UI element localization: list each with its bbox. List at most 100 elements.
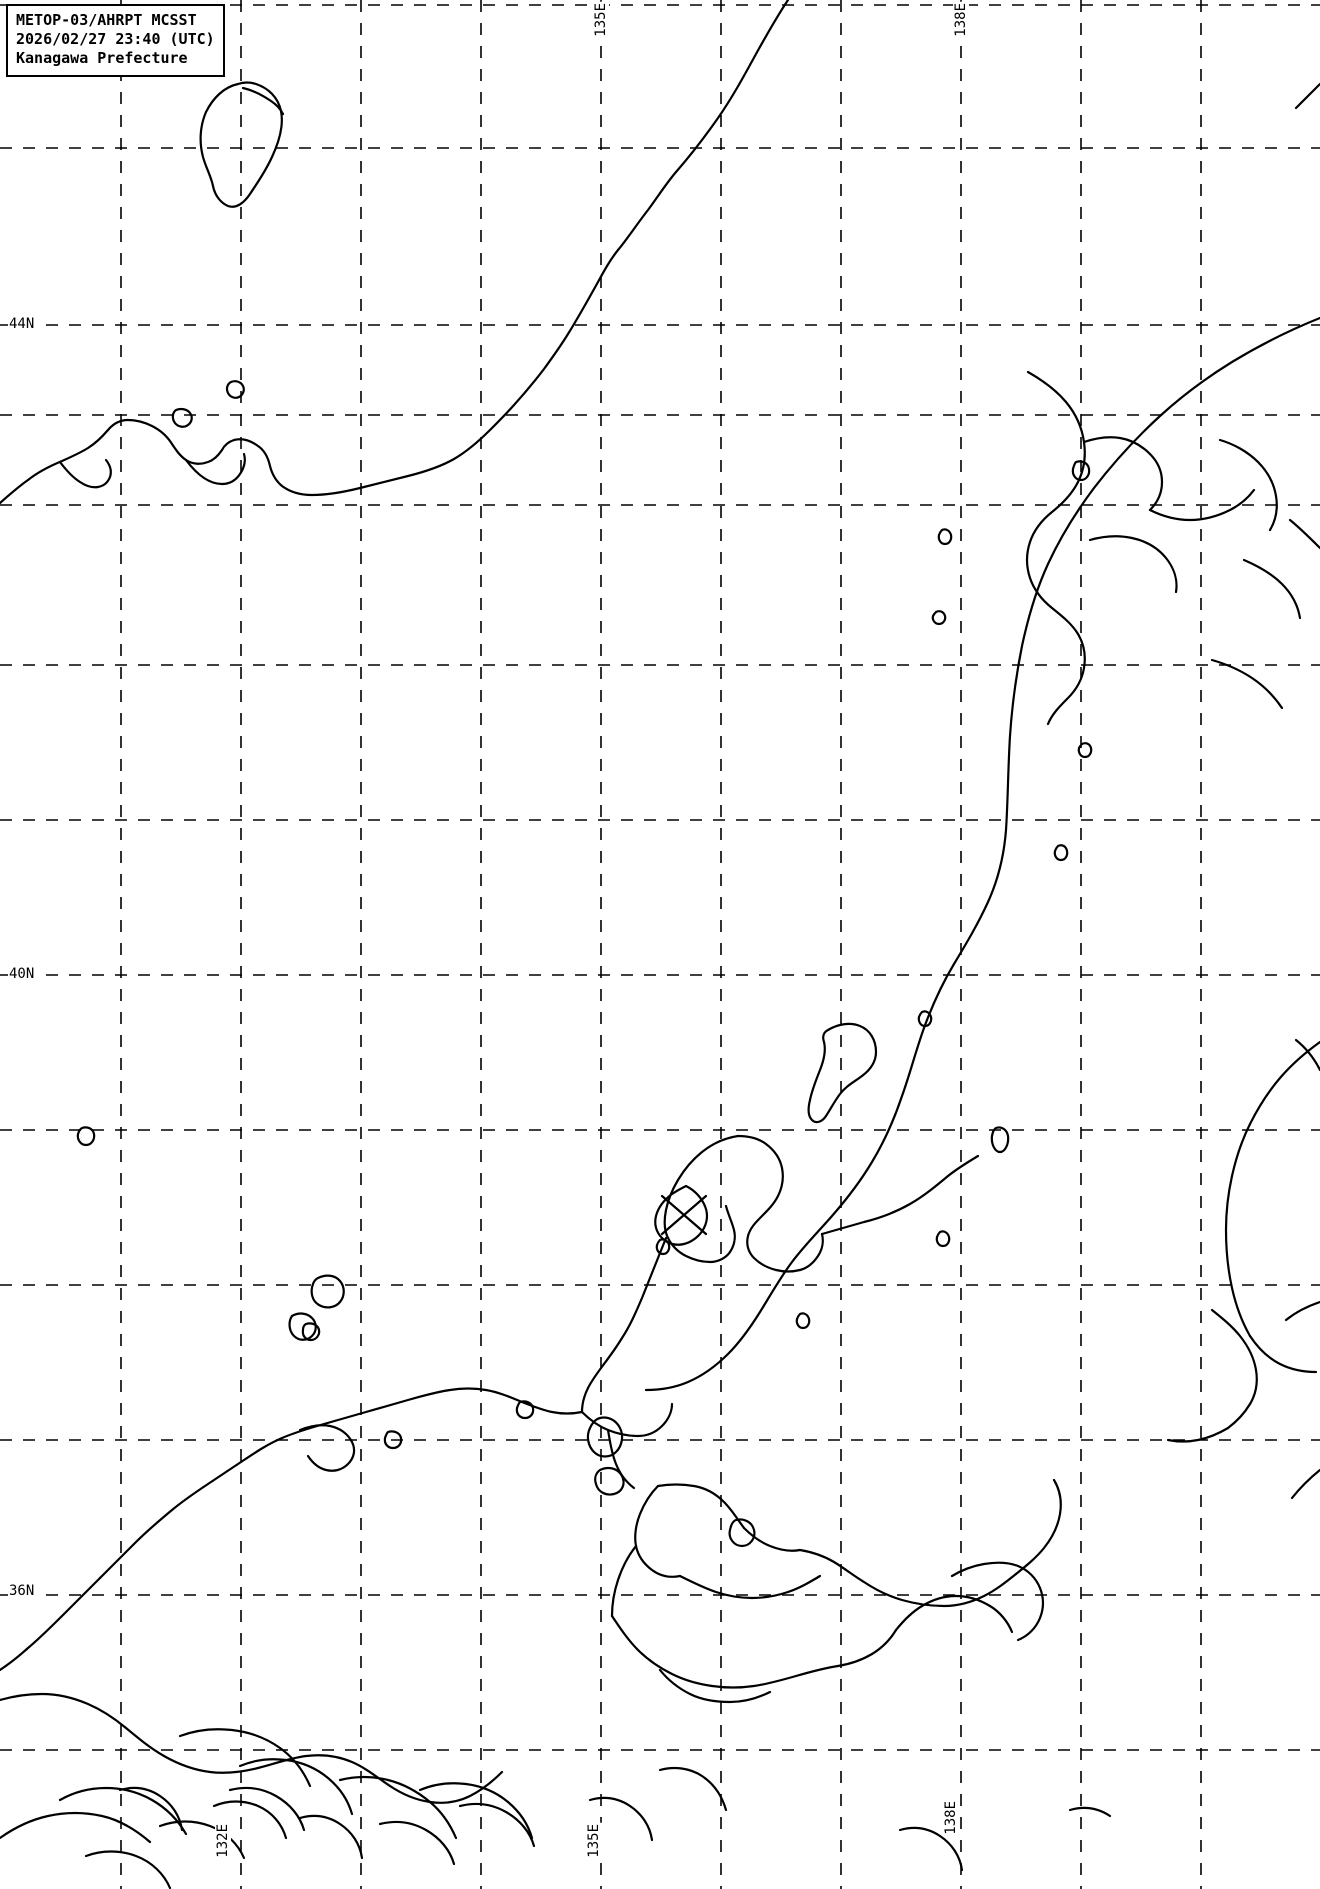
coastline-honshu-pacific-south-2 [1014, 1478, 1062, 1576]
coastline-seto-detail-d [458, 1802, 536, 1848]
coastline-kanagawa-sagami [954, 1594, 1014, 1634]
coastline-kanto-izu [1248, 1334, 1318, 1374]
coastline-kanagawa-bay [1210, 1308, 1258, 1430]
coastline-inland-sea-cluster-6 [418, 1782, 534, 1840]
coastline-seto-detail-e [84, 1850, 172, 1889]
coastline-kyushu-north-2 [0, 1811, 152, 1844]
coastline-kyushu-north [58, 1786, 188, 1836]
coastline-tohoku-bay-right [1242, 558, 1302, 620]
coastline-tokai-izu-peninsula [894, 1594, 958, 1632]
coastline-chubu-inner [820, 1154, 980, 1236]
coastline-islet-dot-f [917, 1010, 933, 1028]
coastline-right-edge-a [1294, 1038, 1320, 1072]
coastline-kii-peninsula [580, 1402, 674, 1438]
coastline-right-edge-b [1290, 1468, 1320, 1500]
longitude-label-top-138e: 138E [953, 2, 969, 38]
coastline-island-northwest-spit [241, 86, 285, 116]
coastline-honshu-inland-sea [678, 1574, 790, 1600]
coastline-noto-knot [654, 1184, 709, 1246]
coastline-islet-nw-a [171, 407, 193, 428]
coastline-hokkaido-small-bay [58, 458, 112, 489]
longitude-label-bottom-132e: 132E [215, 1823, 231, 1859]
product-title: METOP-03/AHRPT MCSST [16, 11, 197, 29]
coastline-noto-base [798, 1232, 824, 1272]
coastline-shikoku-east [742, 1526, 802, 1552]
coastline-islet-dot-i [655, 1238, 671, 1256]
coastline-kyushu-ne [610, 1544, 638, 1618]
coastline-inland-sea-cluster-4 [238, 1758, 354, 1816]
coastline-seto-detail-c [378, 1820, 456, 1866]
product-info-box: METOP-03/AHRPT MCSST 2026/02/27 23:40 (U… [6, 4, 225, 77]
coastline-kanagawa-peninsula [1166, 1426, 1230, 1443]
coastline-seto-detail-b [158, 1820, 246, 1860]
coastline-islet-dot-e [937, 528, 953, 546]
coastline-oki-islet-small [301, 1322, 321, 1342]
coastline-inland-sea-cluster-5 [338, 1775, 458, 1840]
coastline-seto-detail-a [228, 1786, 306, 1832]
coastline-kii-peninsula-2 [606, 1428, 636, 1490]
coastline-kyushu-islet-b [212, 1800, 288, 1840]
coastline-awaji-island [586, 1416, 624, 1458]
longitude-label-top-135e: 135E [593, 2, 609, 38]
coastline-oki-island [310, 1274, 345, 1309]
coastline-islet-dot-h [795, 1312, 811, 1330]
latitude-label-44n: 44N [8, 316, 36, 332]
coastline-wakasa-coast-2 [580, 1362, 606, 1414]
coastline-kyushu-islet-a [118, 1786, 184, 1832]
coastline-honshu-inland-sea-2 [786, 1574, 822, 1594]
coastline-islet-nw-b [225, 380, 245, 399]
coastline-islet-kii [594, 1466, 625, 1496]
coastline-tohoku-northeast [1025, 370, 1086, 726]
coastline-tokai-bay [658, 1668, 772, 1704]
coastline-tohoku-northeast-2 [1082, 436, 1164, 512]
coastline-inland-sea-cluster-2 [388, 1770, 504, 1804]
coastline-islet-sea-b [990, 1126, 1010, 1154]
coastline-inland-sea-cluster-3 [178, 1728, 312, 1788]
coastline-tohoku-fragment [1294, 82, 1320, 110]
coastline-honshu-west [644, 316, 1320, 1392]
coastline-kanto-east [1230, 1040, 1320, 1178]
coastline-tohoku-northeast-3 [1088, 535, 1178, 594]
coastline-right-edge-c [1284, 1300, 1320, 1322]
coastline-chugoku-islet [383, 1430, 403, 1450]
coastline-tokai [610, 1614, 714, 1688]
coastline-chugoku-north [98, 1387, 584, 1580]
coastline-chugoku-north-2 [0, 1576, 102, 1672]
coastline-honshu-inland-sea-ne [1210, 658, 1284, 710]
coastline-noto-knot-cross [660, 1194, 708, 1236]
coastline-noto-peninsula-2 [736, 1134, 802, 1273]
coastline-seto-detail-g [658, 1766, 728, 1812]
longitude-label-bottom-138e: 138E [943, 1800, 959, 1836]
coastline-islet-dot-c [1053, 844, 1069, 862]
coastline-kyushu-islet-c [298, 1814, 364, 1860]
product-timestamp: 2026/02/27 23:40 (UTC) [16, 30, 215, 49]
coastline-islet-dot-a [931, 610, 947, 626]
coastline-inland-sea-cluster [0, 1692, 392, 1788]
coastline-tokai-2 [710, 1664, 840, 1689]
coastline-honshu-pacific-south [798, 1548, 1018, 1608]
coastline-sakhalin-west [358, 0, 790, 490]
coastline-honshu-pacific-bay [950, 1561, 1042, 1590]
coastline-tohoku-right-edge [1288, 518, 1320, 550]
coastline-chugoku-bay [298, 1424, 356, 1472]
coastline-tohoku-peninsula [1148, 488, 1256, 522]
coastline-noto-peninsula [663, 1134, 740, 1264]
coastline-seto-detail-h [898, 1826, 964, 1872]
coastline-sado-island [807, 1022, 878, 1124]
coastline-islet-sea-a [76, 1126, 96, 1147]
longitude-label-bottom-135e: 135E [586, 1823, 602, 1859]
latitude-label-36n: 36N [8, 1583, 36, 1599]
coastline-kanto-boso [1224, 1174, 1252, 1338]
coastline-tohoku-inner-arc [1218, 438, 1278, 532]
coastline-seto-detail-i [1068, 1806, 1112, 1818]
coastline-honshu-pacific-bay-2 [1016, 1586, 1045, 1642]
coastline-chugoku-islet-2 [515, 1400, 535, 1420]
product-region: Kanagawa Prefecture [16, 49, 188, 68]
coastline-shikoku-north [656, 1483, 746, 1530]
coastline-island-northwest [199, 81, 283, 208]
